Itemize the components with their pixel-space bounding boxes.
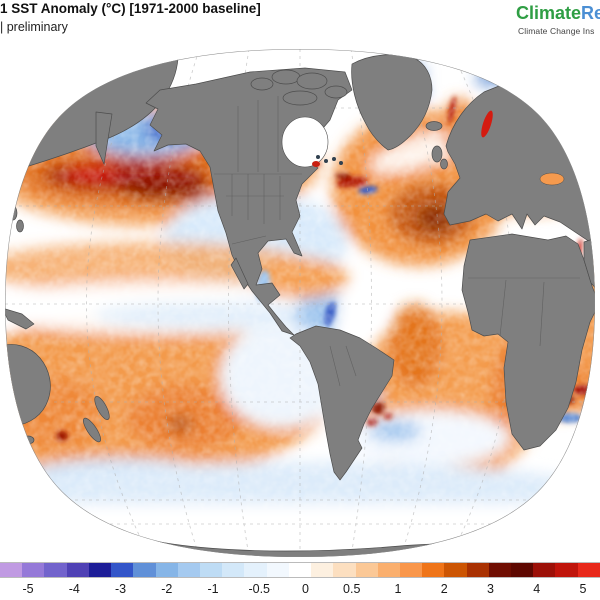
colorbar-segment-4	[88, 563, 112, 577]
colorbar-segment-15	[333, 563, 356, 577]
colorbar-segment-5	[111, 563, 134, 577]
colorbar-tick--1: -1	[207, 582, 219, 596]
colorbar-tick--2: -2	[161, 582, 173, 596]
land-baja	[230, 257, 249, 290]
sst-anomaly-world-map	[5, 49, 595, 557]
land-arabia	[583, 236, 595, 293]
black-sea	[539, 172, 565, 186]
colorbar-tick-0: 0	[302, 582, 309, 596]
colorbar-segment-11	[244, 563, 267, 577]
colorbar-tick-2: 2	[440, 582, 448, 596]
colorbar-labels: -5 -4 -3 -2 -1 -0.5 0 0.5 1 2 3 4 5	[0, 580, 600, 600]
colorbar-segment-13	[288, 563, 312, 577]
colorbar-segment-16	[355, 563, 378, 577]
colorbar-segment-7	[155, 563, 178, 577]
colorbar-segment-10	[222, 563, 245, 577]
colorbar-tick-5: 5	[579, 582, 587, 596]
colorbar-segment-0	[0, 563, 23, 577]
hudson-bay	[281, 116, 329, 168]
colorbar-tick-0.5: 0.5	[343, 582, 361, 596]
colorbar-tick--5: -5	[22, 582, 34, 596]
logo-tagline: Climate Change Ins	[518, 26, 595, 36]
colorbar-tick--3: -3	[114, 582, 127, 596]
political-borders	[214, 96, 580, 387]
colorbar-tick-4: 4	[533, 582, 541, 596]
land-new-zealand	[94, 395, 110, 421]
colorbar	[0, 562, 600, 578]
colorbar-segment-2	[44, 563, 67, 577]
colorbar-tick--0.5: -0.5	[248, 582, 271, 596]
landmasses	[5, 54, 595, 557]
colorbar-tick--4: -4	[68, 582, 80, 596]
colorbar-segment-9	[199, 563, 223, 577]
colorbar-segment-6	[133, 563, 156, 577]
colorbar-segment-1	[22, 563, 45, 577]
colorbar-tick-1: 1	[394, 582, 402, 596]
logo-text-green: Climate	[516, 3, 582, 23]
colorbar-segment-24	[533, 563, 556, 577]
colorbar-segment-14	[311, 563, 334, 577]
map-outline	[5, 49, 595, 557]
colorbar-segment-20	[444, 563, 467, 577]
land-africa	[461, 233, 595, 451]
colorbar-segment-19	[422, 563, 445, 577]
colorbar-segment-22	[488, 563, 512, 577]
colorbar-segment-23	[511, 563, 534, 577]
colorbar-segment-3	[66, 563, 89, 577]
page-subtitle: | preliminary	[0, 20, 68, 34]
colorbar-segment-18	[399, 563, 423, 577]
colorbar-segment-25	[555, 563, 578, 577]
logo-text-blue: Re	[581, 3, 600, 23]
page-title: 1 SST Anomaly (°C) [1971-2000 baseline]	[0, 1, 261, 16]
climate-reanalyzer-logo[interactable]: ClimateRe	[516, 3, 600, 24]
colorbar-segment-21	[466, 563, 489, 577]
colorbar-tick-3: 3	[487, 582, 494, 596]
colorbar-segment-8	[177, 563, 200, 577]
caspian-sea	[585, 169, 595, 199]
colorbar-segment-26	[577, 563, 600, 577]
baltic-sea	[481, 110, 493, 138]
land-south-america	[289, 325, 395, 481]
colorbar-segment-12	[266, 563, 289, 577]
header: 1 SST Anomaly (°C) [1971-2000 baseline] …	[0, 0, 600, 46]
colorbar-segment-17	[377, 563, 400, 577]
